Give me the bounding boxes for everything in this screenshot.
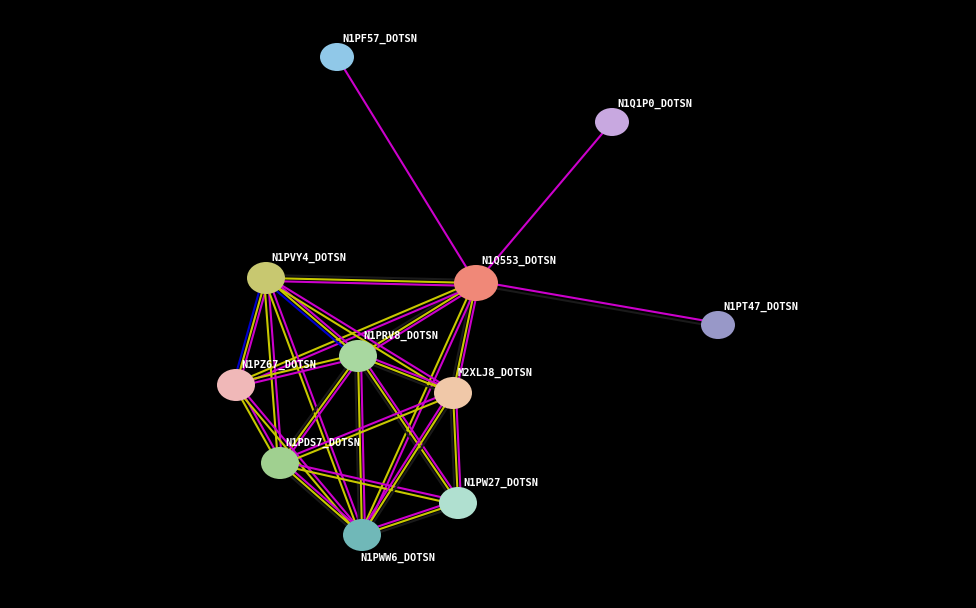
Text: N1PW27_DOTSN: N1PW27_DOTSN	[463, 478, 538, 488]
Text: N1PZ67_DOTSN: N1PZ67_DOTSN	[241, 360, 316, 370]
Ellipse shape	[320, 43, 354, 71]
Ellipse shape	[343, 519, 381, 551]
Text: N1PT47_DOTSN: N1PT47_DOTSN	[723, 302, 798, 312]
Text: N1PRV8_DOTSN: N1PRV8_DOTSN	[363, 331, 438, 341]
Text: N1PDS7_DOTSN: N1PDS7_DOTSN	[285, 438, 360, 448]
Ellipse shape	[247, 262, 285, 294]
Text: N1PWW6_DOTSN: N1PWW6_DOTSN	[360, 553, 435, 563]
Ellipse shape	[454, 265, 498, 301]
Ellipse shape	[261, 447, 299, 479]
Ellipse shape	[434, 377, 472, 409]
Text: N1Q1P0_DOTSN: N1Q1P0_DOTSN	[617, 99, 692, 109]
Ellipse shape	[701, 311, 735, 339]
Ellipse shape	[217, 369, 255, 401]
Ellipse shape	[595, 108, 629, 136]
Text: N1PVY4_DOTSN: N1PVY4_DOTSN	[271, 253, 346, 263]
Text: N1PF57_DOTSN: N1PF57_DOTSN	[342, 34, 417, 44]
Text: M2XLJ8_DOTSN: M2XLJ8_DOTSN	[458, 368, 533, 378]
Text: N1Q553_DOTSN: N1Q553_DOTSN	[481, 256, 556, 266]
Ellipse shape	[339, 340, 377, 372]
Ellipse shape	[439, 487, 477, 519]
